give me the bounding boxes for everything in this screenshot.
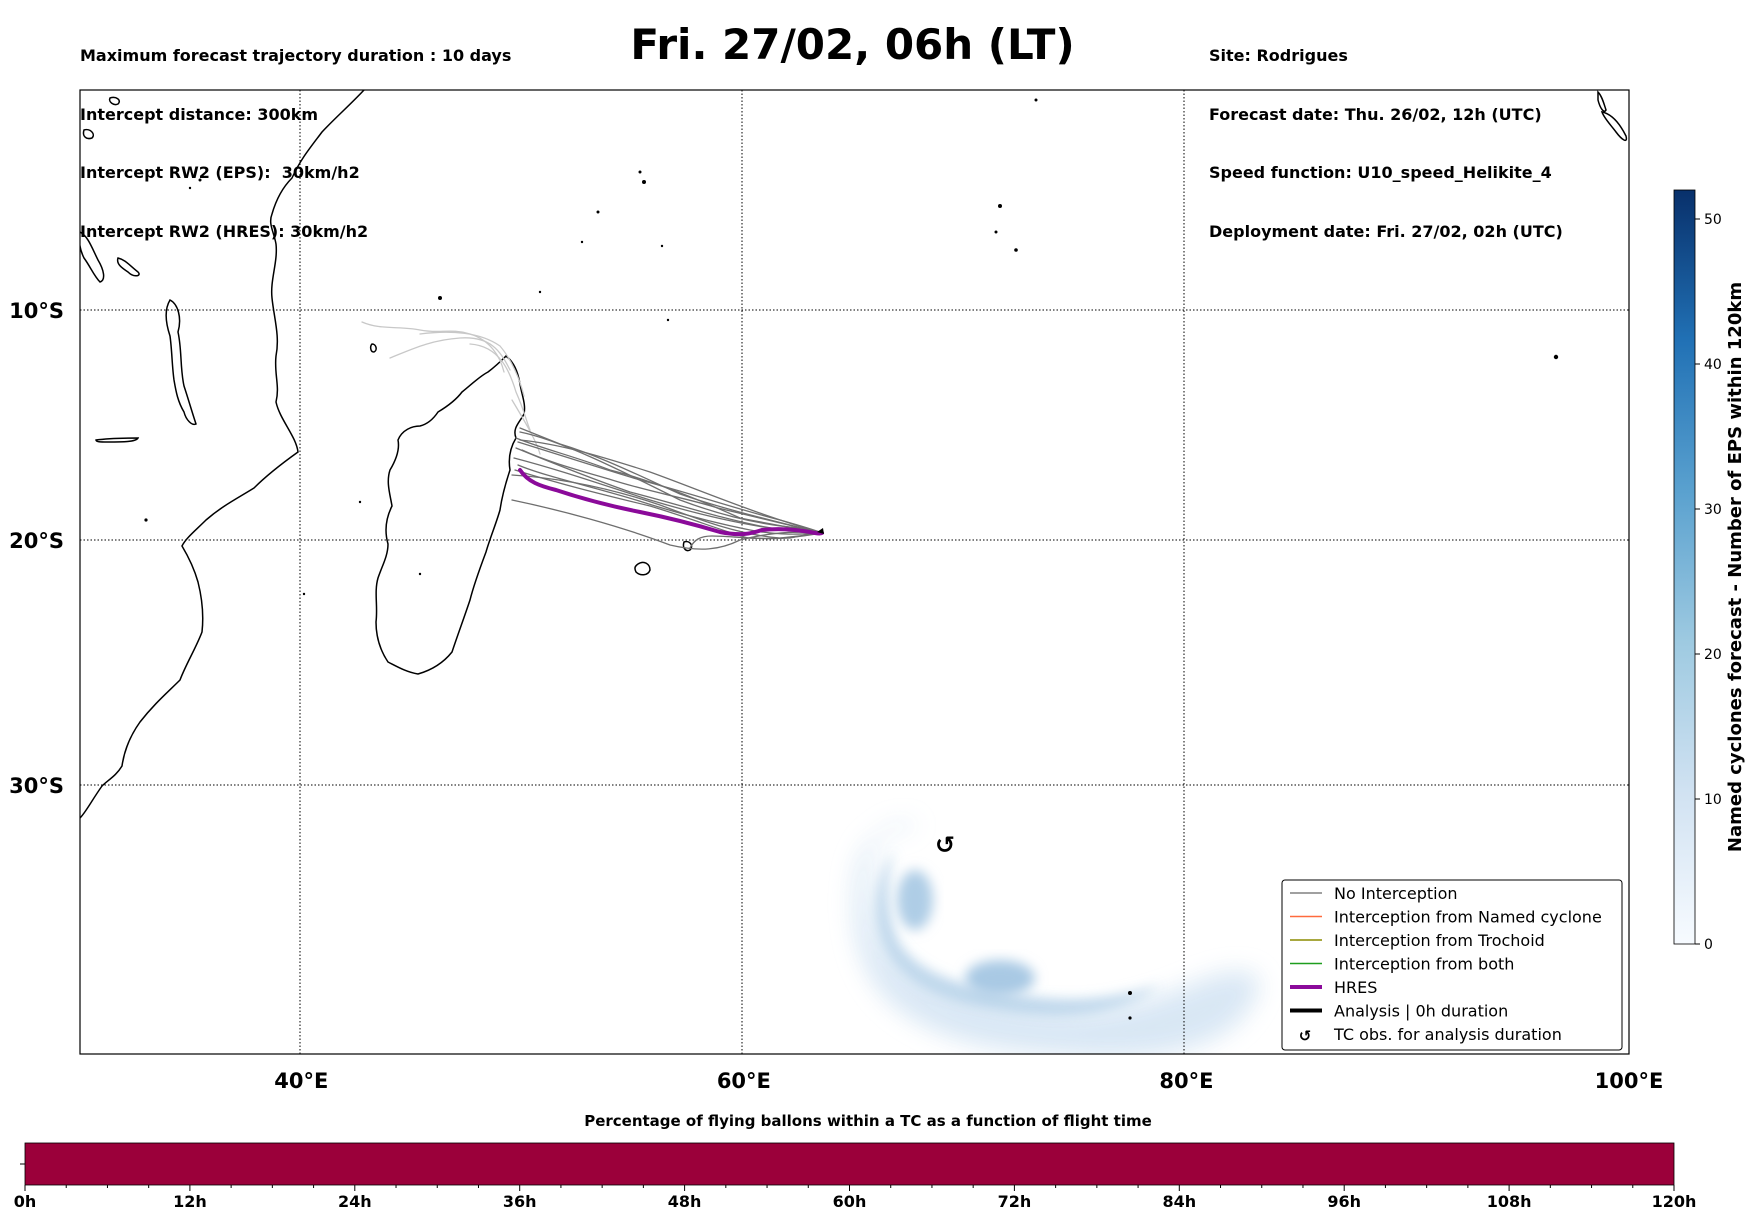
colorbar-tick-label: 10 <box>1704 792 1722 808</box>
info-speed-function: Speed function: U10_speed_Helikite_4 <box>1209 163 1552 182</box>
colorbar-tick-label: 0 <box>1704 937 1713 953</box>
map-frame <box>79 89 1630 1055</box>
legend-entry: Interception from both <box>1290 955 1514 974</box>
run-parameters: Maximum forecast trajectory duration : 1… <box>80 7 511 261</box>
coastlines <box>80 90 1628 819</box>
colorbar-label: Named cyclones forecast - Number of EPS … <box>1725 282 1746 852</box>
legend-entry: Interception from Named cyclone <box>1290 908 1602 927</box>
legend-label: TC obs. for analysis duration <box>1333 1025 1562 1044</box>
legend-label: Analysis | 0h duration <box>1334 1002 1508 1021</box>
colorbar-tick-label: 50 <box>1704 212 1722 228</box>
cyclone-density-field <box>853 822 1259 1054</box>
tc-obs-legend-icon: ↺ <box>1299 1027 1312 1045</box>
param-rw2-hres: Intercept RW2 (HRES): 30km/h2 <box>80 221 369 241</box>
bottom-colorbar-tick-label: 48h <box>668 1192 702 1211</box>
colorbar-ticks: 0 10 20 30 40 50 <box>1695 212 1722 953</box>
legend-entry: Analysis | 0h duration <box>1290 1002 1508 1021</box>
africa-coast <box>80 90 365 819</box>
colorbar-tick-label: 20 <box>1704 647 1722 663</box>
bottom-colorbar-tick-label: 96h <box>1327 1192 1361 1211</box>
lat-tick-label: 30°S <box>9 774 64 798</box>
bottom-colorbar-tick-label: 84h <box>1162 1192 1196 1211</box>
bottom-colorbar-tick-label: 24h <box>338 1192 372 1211</box>
bottom-colorbar-tick-label: 0h <box>14 1192 37 1211</box>
bottom-colorbar-tick-label: 12h <box>173 1192 207 1211</box>
lat-tick-label: 10°S <box>9 299 64 323</box>
info-deployment-date: Deployment date: Fri. 27/02, 02h (UTC) <box>1209 221 1563 241</box>
lon-tick-label: 40°E <box>274 1069 328 1093</box>
lon-tick-label: 60°E <box>717 1069 771 1093</box>
map-legend: No Interception Interception from Named c… <box>1281 879 1623 1051</box>
bottom-colorbar-tick-label: 120h <box>1652 1192 1697 1211</box>
bottom-colorbar-tick-label: 108h <box>1487 1192 1532 1211</box>
legend-entry: No Interception <box>1290 884 1458 903</box>
param-rw2-eps: Intercept RW2 (EPS): 30km/h2 <box>80 163 360 182</box>
bottom-colorbar-tick-label: 72h <box>998 1192 1032 1211</box>
reunion-coast <box>682 540 693 552</box>
hres-trajectory <box>518 468 824 537</box>
colorbar-gradient <box>1673 189 1696 945</box>
info-forecast-date: Forecast date: Thu. 26/02, 12h (UTC) <box>1209 104 1542 124</box>
gridlines <box>80 90 1629 1054</box>
legend-entry: ↺ TC obs. for analysis duration <box>1299 1025 1562 1045</box>
bottom-colorbar-ticks: 0h 12h 24h 36h 48h 60h 72h 84h 96h 108h 120h <box>14 1185 1697 1211</box>
run-info: Site: Rodrigues Forecast date: Thu. 26/0… <box>1209 7 1563 261</box>
lon-tick-label: 100°E <box>1595 1069 1664 1093</box>
legend-label: Interception from Trochoid <box>1334 931 1545 950</box>
small-islands <box>144 98 1559 1020</box>
lat-tick-label: 20°S <box>9 529 64 553</box>
bottom-colorbar: Percentage of flying ballons within a TC… <box>14 1112 1697 1211</box>
mauritius-coast <box>634 561 651 576</box>
latitude-tick-labels: 10°S 20°S 30°S <box>9 299 64 798</box>
tc-observation-icon: ↺ <box>935 831 955 859</box>
legend-label: HRES <box>1334 978 1377 997</box>
legend-entry: Interception from Trochoid <box>1290 931 1545 950</box>
comoros <box>369 343 377 353</box>
colorbar-tick-label: 30 <box>1704 502 1722 518</box>
legend-label: No Interception <box>1334 884 1458 903</box>
bottom-colorbar-tick-label: 36h <box>503 1192 537 1211</box>
colorbar-tick-label: 40 <box>1704 357 1722 373</box>
bottom-colorbar-title: Percentage of flying ballons within a TC… <box>584 1112 1152 1130</box>
lon-tick-label: 80°E <box>1159 1069 1213 1093</box>
map-area: ↺ No Interception Interception from Named… <box>80 90 1629 1054</box>
legend-label: Interception from Named cyclone <box>1334 908 1602 927</box>
map-title: Fri. 27/02, 06h (LT) <box>630 20 1075 69</box>
bottom-colorbar-fill <box>24 1142 1675 1186</box>
param-duration: Maximum forecast trajectory duration : 1… <box>80 46 512 65</box>
bottom-colorbar-tick-label: 60h <box>833 1192 867 1211</box>
legend-entry: HRES <box>1290 978 1377 997</box>
right-colorbar: 0 10 20 30 40 50 Named cyclones forecast - Nu… <box>1673 189 1746 953</box>
eps-trajectories <box>361 321 823 550</box>
madagascar-coast <box>375 355 526 675</box>
info-site: Site: Rodrigues <box>1209 46 1348 65</box>
faded-trajectories <box>361 321 541 455</box>
legend-label: Interception from both <box>1334 955 1514 974</box>
longitude-tick-labels: 40°E 60°E 80°E 100°E <box>274 1069 1663 1093</box>
param-intercept-distance: Intercept distance: 300km <box>80 104 319 124</box>
rodrigues-launch-site <box>817 528 824 534</box>
grey-trajectories <box>511 427 823 550</box>
